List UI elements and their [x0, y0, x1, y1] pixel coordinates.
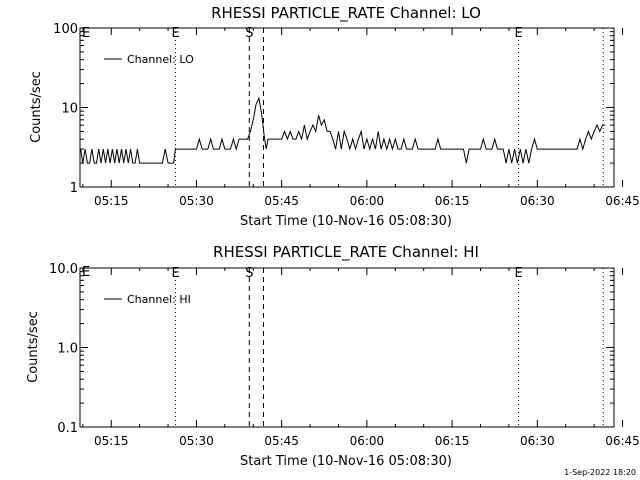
x-axis-label: Start Time (10-Nov-16 05:08:30)	[240, 454, 452, 469]
y-tick-label: 1.0	[57, 342, 78, 357]
footer-timestamp: 1-Sep-2022 18:20	[564, 468, 636, 477]
y-tick-label: 10.0	[49, 262, 78, 277]
x-tick-label: 05:30	[179, 194, 214, 208]
chart-title: RHESSI PARTICLE_RATE Channel: LO	[211, 4, 481, 23]
chart-legend: Channel: HI	[104, 293, 191, 306]
chart-marks: 05:15 05:30 05:45 06:00 06:15 06:30 06:45 1 10 10…	[53, 22, 640, 208]
chart-title: RHESSI PARTICLE_RATE Channel: HI	[213, 243, 479, 262]
event-marker-label: S	[245, 266, 253, 281]
corner-label: E	[82, 26, 90, 41]
event-marker-label: S	[245, 26, 253, 41]
y-axis-label: Counts/sec	[29, 71, 44, 143]
chart-panel-hi: RHESSI PARTICLE_RATE Channel: HI Counts/…	[26, 243, 640, 469]
y-tick-label: 0.1	[57, 421, 78, 436]
event-marker-label: E	[171, 266, 179, 281]
x-tick-label: 05:30	[179, 434, 214, 448]
chart-panel-lo: RHESSI PARTICLE_RATE Channel: LO Counts/…	[29, 4, 640, 229]
x-tick-label: 05:15	[94, 194, 129, 208]
x-tick-label: 06:15	[435, 194, 470, 208]
series-line	[80, 96, 605, 164]
x-tick-label: 06:30	[520, 434, 555, 448]
legend-label: Channel: LO	[127, 53, 194, 66]
y-tick-label: 1	[70, 181, 78, 196]
x-axis-label: Start Time (10-Nov-16 05:08:30)	[240, 214, 452, 229]
x-tick-label: 05:45	[264, 194, 299, 208]
y-axis-label: Counts/sec	[26, 311, 41, 383]
x-tick-label: 05:45	[264, 434, 299, 448]
chart-marks: 05:15 05:30 05:45 06:00 06:15 06:30 06:45 0.1 1.…	[49, 262, 640, 448]
x-tick-label: 06:00	[350, 194, 385, 208]
x-tick-label: 05:15	[94, 434, 129, 448]
x-tick-label: 06:45	[605, 434, 640, 448]
event-marker-label: E	[171, 26, 179, 41]
x-tick-label: 06:00	[350, 434, 385, 448]
x-tick-label: 06:45	[605, 194, 640, 208]
x-tick-label: 06:30	[520, 194, 555, 208]
event-marker-label: E	[515, 266, 523, 281]
chart-legend: Channel: LO	[104, 53, 194, 66]
y-tick-label: 10	[61, 102, 78, 117]
x-tick-label: 06:15	[435, 434, 470, 448]
y-tick-label: 100	[53, 22, 78, 37]
legend-label: Channel: HI	[127, 293, 191, 306]
corner-label: E	[82, 265, 90, 280]
event-marker-label: E	[515, 26, 523, 41]
